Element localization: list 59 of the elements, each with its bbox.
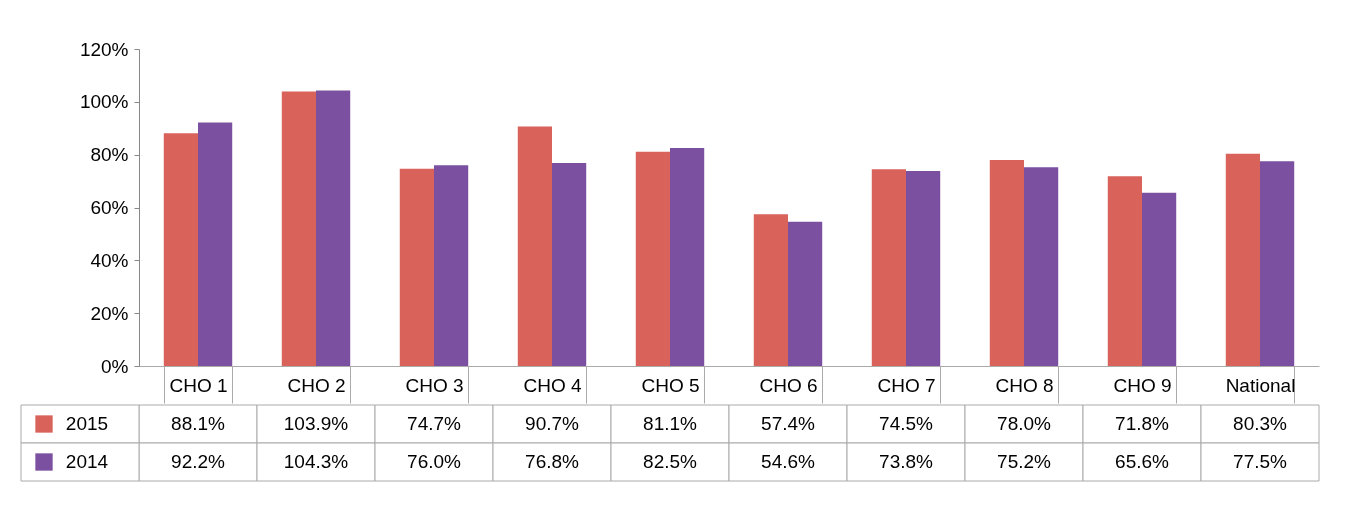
data-label: 92.2% <box>171 451 226 472</box>
x-tick-label: CHO 9 <box>1113 374 1172 396</box>
bar <box>517 126 552 366</box>
data-label: 75.2% <box>997 451 1052 472</box>
bar <box>399 168 434 366</box>
bar <box>1107 176 1142 366</box>
data-label: 76.0% <box>407 451 462 472</box>
x-tick-label: CHO 3 <box>405 374 464 396</box>
data-label: 71.8% <box>1115 413 1170 434</box>
x-tick-label: CHO 7 <box>877 374 936 396</box>
y-tick-label: 80% <box>90 144 129 166</box>
data-label: 78.0% <box>997 413 1052 434</box>
bar <box>906 171 941 366</box>
bar <box>198 122 233 366</box>
y-tick-label: 0% <box>101 355 129 377</box>
data-label: 103.9% <box>283 413 349 434</box>
x-tick-label: CHO 5 <box>641 374 700 396</box>
y-tick-label: 100% <box>79 91 129 113</box>
data-label: 73.8% <box>879 451 934 472</box>
bar <box>788 221 823 366</box>
x-tick-label: CHO 6 <box>759 374 818 396</box>
y-tick-label: 20% <box>90 302 129 324</box>
x-tick-label: CHO 1 <box>169 374 228 396</box>
legend-label: 2015 <box>65 413 109 434</box>
data-label: 54.6% <box>761 451 816 472</box>
bar <box>753 214 788 366</box>
bar <box>1024 167 1059 366</box>
bar <box>989 159 1024 366</box>
bar <box>1225 153 1260 366</box>
data-label: 77.5% <box>1233 451 1288 472</box>
bar <box>434 165 469 366</box>
x-tick-label: CHO 4 <box>523 374 582 396</box>
data-label: 74.5% <box>879 413 934 434</box>
bar <box>871 169 906 366</box>
data-label: 74.7% <box>407 413 462 434</box>
data-label: 65.6% <box>1115 451 1170 472</box>
bar <box>670 148 705 366</box>
bar <box>552 163 587 366</box>
x-tick-label: National <box>1225 374 1296 396</box>
data-label: 88.1% <box>171 413 226 434</box>
bar <box>1260 161 1295 366</box>
bar <box>635 151 670 366</box>
data-label: 104.3% <box>283 451 349 472</box>
bar <box>316 90 351 366</box>
data-label: 80.3% <box>1233 413 1288 434</box>
x-tick-label: CHO 8 <box>995 374 1054 396</box>
data-label: 82.5% <box>643 451 698 472</box>
bar <box>1142 192 1177 366</box>
y-tick-label: 60% <box>90 197 129 218</box>
y-tick-label: 40% <box>90 249 129 271</box>
data-label: 90.7% <box>525 413 580 434</box>
legend-label: 2014 <box>65 451 109 472</box>
bar <box>163 133 198 366</box>
x-tick-label: CHO 2 <box>287 374 346 396</box>
data-label: 81.1% <box>643 413 698 434</box>
data-label: 57.4% <box>761 413 816 434</box>
y-tick-label: 120% <box>79 38 129 60</box>
data-label: 76.8% <box>525 451 580 472</box>
bar <box>281 91 316 366</box>
